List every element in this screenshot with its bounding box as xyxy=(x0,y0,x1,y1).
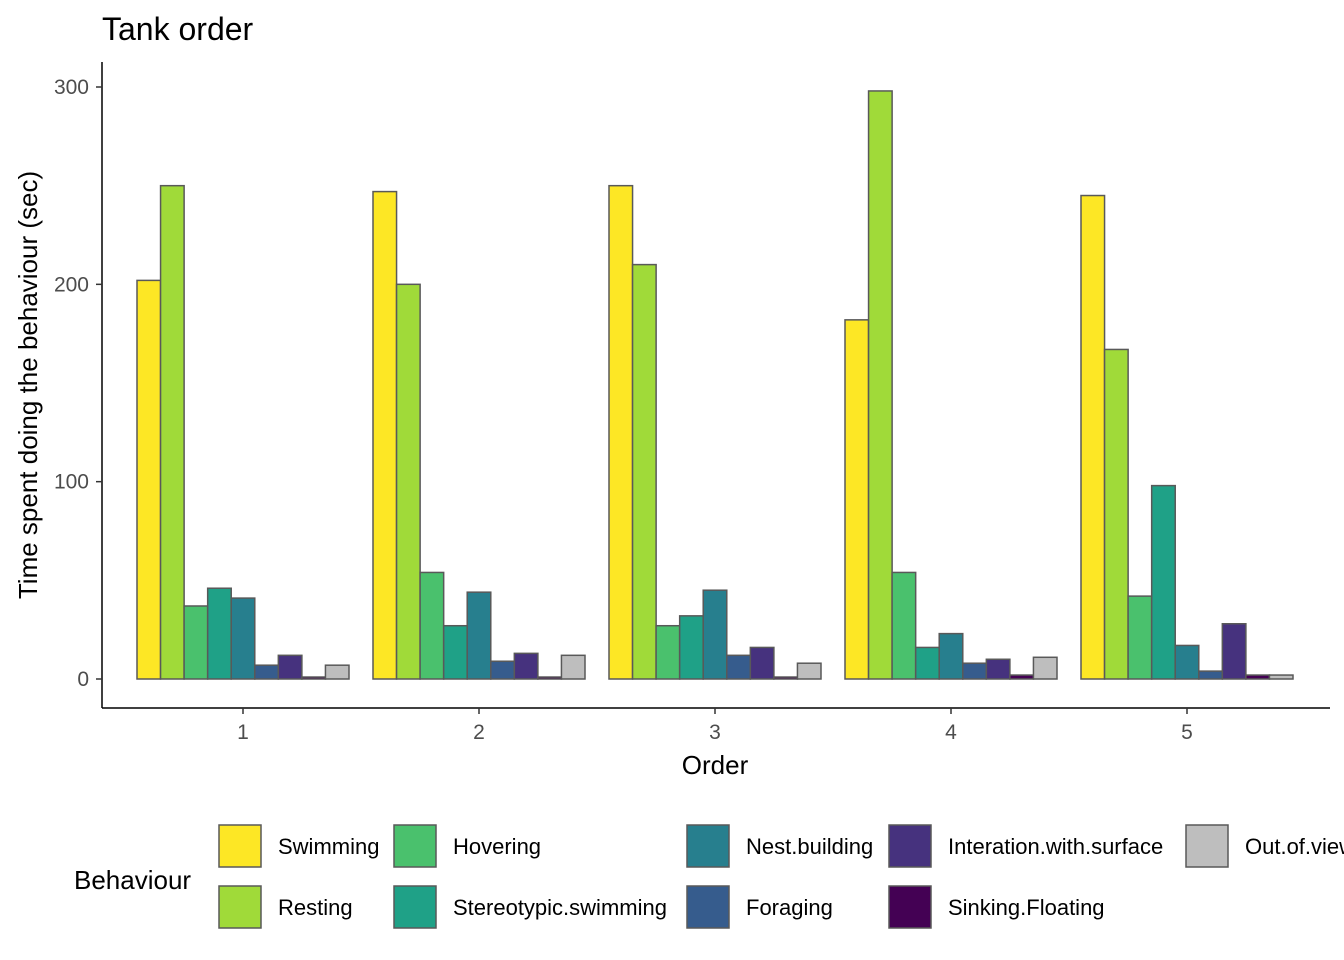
legend-label: Foraging xyxy=(746,895,833,920)
legend-label: Out.of.view xyxy=(1245,834,1344,859)
legend-key-out-of-view xyxy=(1185,824,1229,868)
legend-label: Resting xyxy=(278,895,353,920)
y-tick-label: 200 xyxy=(54,273,89,296)
bar-out-of-view-order-4 xyxy=(1032,656,1058,680)
bars-layer xyxy=(136,90,1294,680)
legend-key-resting xyxy=(218,885,262,929)
legend-title: Behaviour xyxy=(74,865,191,895)
bar-swimming-order-5 xyxy=(1080,194,1106,680)
bar-nest-building-order-1 xyxy=(230,597,256,680)
x-axis-title: Order xyxy=(682,750,749,780)
bar-hovering-order-5 xyxy=(1127,595,1153,680)
bar-resting-order-5 xyxy=(1103,348,1129,680)
bar-nest-building-order-3 xyxy=(702,589,728,680)
bar-out-of-view-order-5 xyxy=(1268,674,1294,680)
legend-label: Stereotypic.swimming xyxy=(453,895,667,920)
legend-key-stereotypic-swimming xyxy=(393,885,437,929)
y-axis-title: Time spent doing the behaviour (sec) xyxy=(13,171,43,599)
bar-resting-order-2 xyxy=(395,283,421,680)
bar-interation-with-surface-order-3 xyxy=(749,646,775,680)
legend-key-foraging xyxy=(686,885,730,929)
bar-stereotypic-swimming-order-5 xyxy=(1150,484,1176,680)
bar-sinking-floating-order-5 xyxy=(1245,674,1271,680)
bar-hovering-order-2 xyxy=(419,571,445,680)
x-tick-label: 3 xyxy=(709,721,721,744)
legend-label: Nest.building xyxy=(746,834,873,859)
bar-out-of-view-order-2 xyxy=(560,654,586,680)
bar-out-of-view-order-1 xyxy=(324,664,350,680)
legend-label: Interation.with.surface xyxy=(948,834,1163,859)
bar-foraging-order-2 xyxy=(490,660,516,680)
legend-key-interation-with-surface xyxy=(888,824,932,868)
legend-key-sinking-floating xyxy=(888,885,932,929)
x-tick-label: 1 xyxy=(237,721,249,744)
bar-hovering-order-3 xyxy=(655,624,681,680)
bar-resting-order-3 xyxy=(631,263,657,680)
bar-swimming-order-4 xyxy=(844,319,870,680)
x-tick-label: 4 xyxy=(945,721,957,744)
y-tick-label: 0 xyxy=(77,668,89,691)
legend: Swimming Resting Hovering Stereotypic.swimm… xyxy=(218,824,1344,929)
legend-key-swimming xyxy=(218,824,262,868)
legend-key-nest-building xyxy=(686,824,730,868)
bar-resting-order-4 xyxy=(867,90,893,680)
bar-swimming-order-3 xyxy=(608,184,634,680)
bar-nest-building-order-2 xyxy=(466,591,492,680)
bar-swimming-order-1 xyxy=(136,279,162,680)
legend-label: Hovering xyxy=(453,834,541,859)
legend-key-hovering xyxy=(393,824,437,868)
bar-interation-with-surface-order-5 xyxy=(1221,623,1247,680)
bar-interation-with-surface-order-4 xyxy=(985,658,1011,680)
bar-hovering-order-4 xyxy=(891,571,917,680)
bar-stereotypic-swimming-order-2 xyxy=(442,624,468,680)
y-axis-ticks: 0 100 200 300 xyxy=(54,76,102,691)
y-tick-label: 300 xyxy=(54,76,89,99)
bar-resting-order-1 xyxy=(159,184,185,680)
bar-foraging-order-4 xyxy=(962,662,988,680)
bar-sinking-floating-order-4 xyxy=(1009,674,1035,680)
chart-title: Tank order xyxy=(102,11,254,47)
x-tick-label: 5 xyxy=(1181,721,1193,744)
bar-interation-with-surface-order-1 xyxy=(277,654,303,680)
x-axis-ticks: 1 2 3 4 5 xyxy=(237,708,1193,744)
bar-stereotypic-swimming-order-3 xyxy=(678,615,704,680)
bar-sinking-floating-order-3 xyxy=(773,676,799,680)
legend-label: Swimming xyxy=(278,834,379,859)
bar-foraging-order-3 xyxy=(726,654,752,680)
bar-stereotypic-swimming-order-4 xyxy=(914,646,940,680)
bar-sinking-floating-order-1 xyxy=(301,676,327,680)
bar-swimming-order-2 xyxy=(372,190,398,680)
bar-stereotypic-swimming-order-1 xyxy=(206,587,232,680)
bar-foraging-order-5 xyxy=(1198,670,1224,680)
bar-hovering-order-1 xyxy=(183,605,209,680)
bar-sinking-floating-order-2 xyxy=(537,676,563,680)
bar-nest-building-order-5 xyxy=(1174,644,1200,680)
bar-nest-building-order-4 xyxy=(938,632,964,680)
legend-label: Sinking.Floating xyxy=(948,895,1105,920)
bar-out-of-view-order-3 xyxy=(796,662,822,680)
bar-foraging-order-1 xyxy=(254,664,280,680)
y-tick-label: 100 xyxy=(54,471,89,494)
bar-interation-with-surface-order-2 xyxy=(513,652,539,680)
x-tick-label: 2 xyxy=(473,721,485,744)
